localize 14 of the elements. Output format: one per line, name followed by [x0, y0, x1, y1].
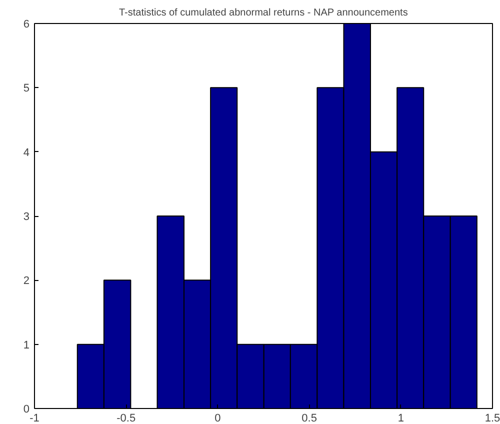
- x-tick-label: 0.5: [302, 412, 317, 424]
- y-tick-label: 1: [23, 339, 30, 352]
- y-tick-label: 4: [23, 146, 30, 159]
- x-tick-label: -0.5: [116, 412, 136, 424]
- y-tick-label: 0: [23, 404, 30, 416]
- y-tick-label: 3: [23, 211, 30, 223]
- y-tick-label: 5: [23, 82, 30, 95]
- chart-title: T-statistics of cumulated abnormal returns - NAP announcements: [118, 8, 408, 18]
- y-tick-label: 2: [23, 275, 30, 288]
- x-tick-label: -1: [30, 412, 40, 424]
- x-tick-label: 0: [214, 412, 221, 424]
- x-tick-label: 1.5: [484, 412, 500, 424]
- y-tick-label: 6: [23, 18, 30, 30]
- x-tick-label: 1: [398, 412, 404, 424]
